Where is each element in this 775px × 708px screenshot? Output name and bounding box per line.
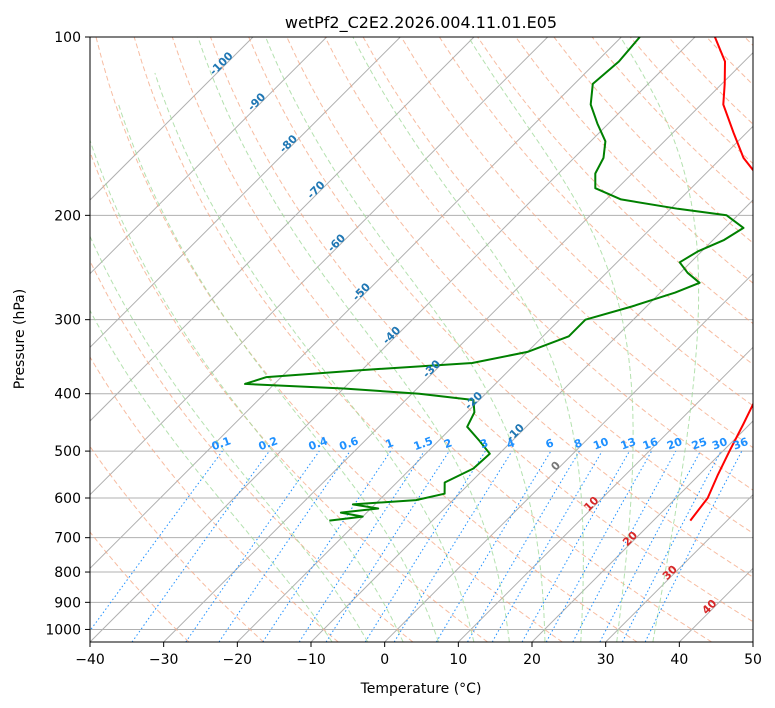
mixing-ratio-label: 10: [591, 435, 610, 453]
x-tick-label: −10: [296, 652, 326, 668]
isotherm-line: [90, 37, 622, 570]
mixing-ratio-line: [572, 450, 677, 642]
y-tick-label: 1000: [45, 622, 81, 638]
mixing-ratio-label: 0.6: [338, 434, 361, 453]
dry-adiabat-line: [95, 37, 563, 642]
y-tick-label: 700: [54, 531, 81, 547]
isotherm-line: [90, 37, 401, 349]
mixing-ratio-label: 8: [572, 436, 584, 451]
dry-adiabat-line: [90, 531, 190, 642]
profile-lines: [244, 37, 753, 522]
plot-area: [90, 37, 753, 642]
y-tick-label: 900: [54, 595, 81, 611]
dry-adiabat-line: [210, 37, 753, 623]
y-tick-label: 500: [54, 444, 81, 460]
x-tick-label: −40: [75, 652, 105, 668]
mixing-ratio-line: [90, 450, 223, 632]
x-axis: −40 −30 −20 −10 0 10 20 30 40 50: [75, 642, 762, 668]
mixing-ratio-label: 13: [619, 435, 638, 452]
y-tick-label: 100: [54, 30, 81, 46]
x-tick-label: 10: [449, 652, 467, 668]
mixing-ratio-label: 0.1: [210, 434, 233, 453]
moist-adiabat-line: [265, 37, 546, 642]
x-tick-label: −30: [149, 652, 179, 668]
moist-adiabat-line: [118, 104, 439, 642]
isotherm-line: [90, 37, 328, 275]
y-tick-label: 600: [54, 491, 81, 507]
dry-adiabat-line: [171, 37, 712, 642]
dry-adiabat-line: [90, 259, 414, 642]
mixing-ratio-line: [298, 450, 425, 642]
moist-adiabat-line: [90, 138, 404, 642]
mixing-ratio-label: 36: [731, 435, 750, 453]
isotherm-line: [605, 493, 753, 642]
plot-frame: [89, 36, 754, 643]
dry-adiabat-line: [438, 37, 753, 366]
mixing-ratio-label: 25: [690, 435, 709, 452]
mixing-ratio-label: 0.2: [257, 434, 280, 453]
mixing-ratio-label: 1: [384, 436, 396, 451]
y-axis-label: Pressure (hPa): [12, 289, 28, 389]
y-tick-label: 400: [54, 387, 81, 403]
mixing-ratio-line: [131, 450, 270, 642]
mixing-ratio-label: 1.5: [412, 434, 435, 453]
dry-adiabat-line: [248, 37, 753, 578]
isotherm-line: [384, 272, 753, 642]
mixing-ratio-line: [325, 450, 450, 642]
x-axis-label: Temperature (°C): [360, 681, 482, 697]
moist-adiabat-line: [90, 309, 333, 642]
moist-adiabat-line: [197, 37, 510, 642]
x-tick-label: 40: [670, 652, 688, 668]
x-tick-label: −20: [223, 652, 253, 668]
dry-adiabat-line: [400, 37, 753, 407]
moist-adiabat-line: [352, 37, 584, 642]
dry-adiabat-line: [90, 356, 339, 642]
dry-adiabat-line: [324, 37, 753, 491]
x-tick-label: 20: [523, 652, 541, 668]
y-tick-label: 200: [54, 208, 81, 224]
background-lines: [90, 37, 753, 642]
dewpoint-profile-line: [244, 37, 745, 522]
y-axis: 100 200 300 400 500 600 700 800 900 1000: [45, 30, 90, 638]
y-tick-label: 300: [54, 313, 81, 329]
dry-adiabat-line: [133, 37, 638, 642]
dry-adiabat-line: [90, 150, 488, 642]
x-tick-label: 30: [597, 652, 615, 668]
y-tick-label: 800: [54, 565, 81, 581]
mixing-ratio-label: 20: [665, 435, 684, 453]
temperature-profile-line: [689, 37, 753, 522]
dry-adiabat-line: [515, 37, 753, 284]
mixing-ratio-line: [185, 450, 320, 642]
isotherm-line: [531, 420, 753, 642]
dry-adiabat-line: [90, 445, 264, 642]
isotherm-line: [90, 37, 549, 496]
x-tick-label: 50: [744, 652, 762, 668]
mixing-ratio-line: [521, 450, 630, 642]
mixing-ratio-label: 3: [478, 436, 490, 451]
mixing-ratio-label: 0.4: [307, 434, 330, 453]
mixing-ratio-line: [262, 450, 392, 642]
mixing-ratio-line: [393, 450, 513, 642]
mixing-ratio-label: 2: [442, 436, 454, 451]
isotherm-line: [163, 51, 753, 642]
isotherm-line: [90, 37, 254, 201]
isotherm-line: [90, 37, 475, 422]
moist-adiabat-line: [154, 72, 475, 642]
isotherm-line: [457, 346, 753, 642]
chart-title: wetPf2_C2E2.2026.004.11.01.E05: [285, 13, 557, 33]
isotherm-line: [90, 37, 696, 642]
mixing-ratio-line: [218, 450, 351, 642]
mixing-ratio-label: 4: [505, 436, 517, 451]
mixing-ratio-line: [545, 450, 653, 642]
x-tick-label: 0: [380, 652, 389, 668]
isotherm-line: [236, 125, 753, 642]
mixing-ratio-label: 30: [710, 435, 729, 453]
mixing-ratio-line: [644, 450, 743, 642]
mixing-ratio-label: 16: [641, 435, 660, 453]
mixing-ratio-label: 6: [544, 436, 556, 451]
